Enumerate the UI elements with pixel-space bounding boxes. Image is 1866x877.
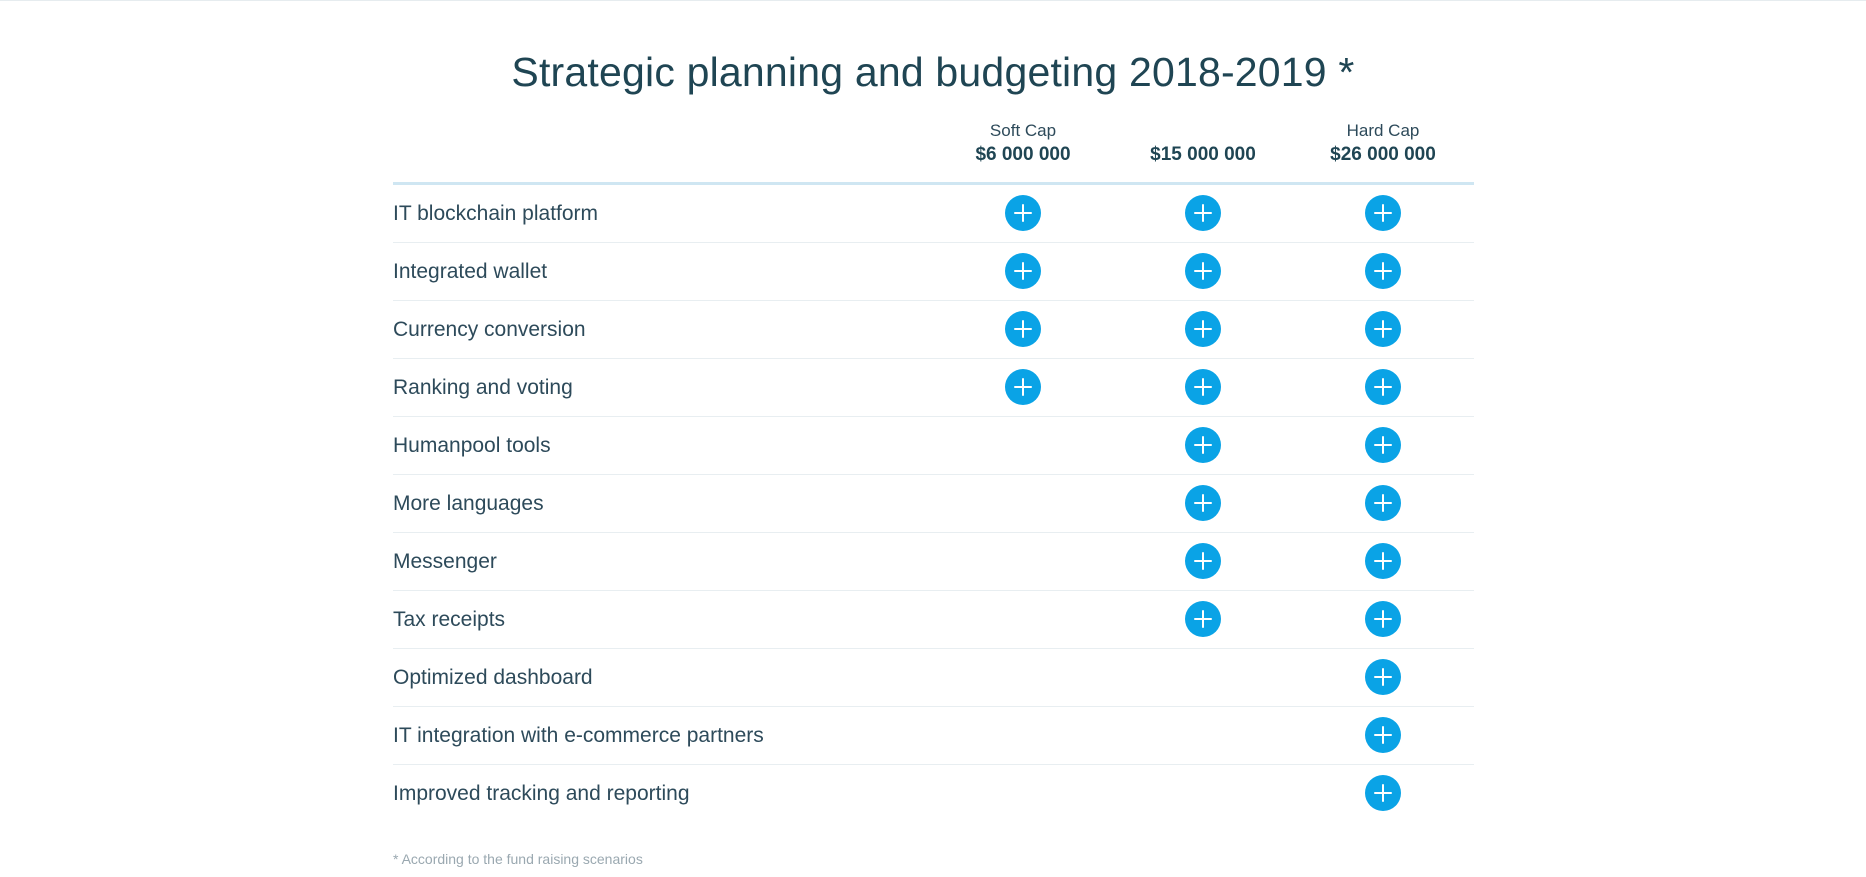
plus-circle-icon <box>1365 195 1401 231</box>
table-row: Currency conversion <box>393 301 1474 359</box>
row-label: IT blockchain platform <box>393 202 599 225</box>
row-label: Messenger <box>393 550 497 573</box>
table-row: Optimized dashboard <box>393 649 1474 707</box>
plus-circle-icon <box>1365 659 1401 695</box>
row-label: Currency conversion <box>393 318 586 341</box>
plus-circle-icon <box>1185 369 1221 405</box>
table-row: Humanpool tools <box>393 417 1474 475</box>
table-body: IT blockchain platform Integrated wallet C… <box>393 185 1474 822</box>
row-label: IT integration with e-commerce partners <box>393 724 764 747</box>
table-row: Messenger <box>393 533 1474 591</box>
plus-circle-icon <box>1365 369 1401 405</box>
plus-circle-icon <box>1365 775 1401 811</box>
table-row: IT blockchain platform <box>393 185 1474 243</box>
plus-circle-icon <box>1005 253 1041 289</box>
table-row: Integrated wallet <box>393 243 1474 301</box>
plus-circle-icon <box>1365 601 1401 637</box>
plus-circle-icon <box>1005 311 1041 347</box>
row-label: Tax receipts <box>393 608 506 631</box>
plus-circle-icon <box>1185 195 1221 231</box>
column-header-soft-cap: Soft Cap $6 000 000 <box>933 120 1113 168</box>
plus-circle-icon <box>1185 253 1221 289</box>
table-header: Soft Cap $6 000 000 $15 000 000 Hard Cap… <box>393 120 1474 185</box>
plus-circle-icon <box>1365 427 1401 463</box>
plus-circle-icon <box>1185 427 1221 463</box>
budget-table: Soft Cap $6 000 000 $15 000 000 Hard Cap… <box>393 120 1474 822</box>
row-label: More languages <box>393 492 544 515</box>
row-label: Integrated wallet <box>393 260 548 283</box>
row-label: Ranking and voting <box>393 376 573 399</box>
plus-circle-icon <box>1365 485 1401 521</box>
table-row: Ranking and voting <box>393 359 1474 417</box>
table-row: Improved tracking and reporting <box>393 765 1474 822</box>
column-cap-amount: $15 000 000 <box>1150 144 1256 165</box>
row-label: Optimized dashboard <box>393 666 593 689</box>
row-label: Improved tracking and reporting <box>393 782 690 805</box>
plus-circle-icon <box>1005 195 1041 231</box>
plus-circle-icon <box>1365 253 1401 289</box>
column-header-middle: $15 000 000 <box>1113 120 1293 168</box>
table-row: IT integration with e-commerce partners <box>393 707 1474 765</box>
row-label: Humanpool tools <box>393 434 551 457</box>
table-row: Tax receipts <box>393 591 1474 649</box>
column-cap-label <box>1113 120 1293 142</box>
table-row: More languages <box>393 475 1474 533</box>
column-cap-amount: $26 000 000 <box>1330 144 1436 165</box>
plus-circle-icon <box>1365 543 1401 579</box>
plus-circle-icon <box>1365 717 1401 753</box>
footnote: * According to the fund raising scenario… <box>393 851 643 867</box>
column-header-hard-cap: Hard Cap $26 000 000 <box>1293 120 1473 168</box>
plus-circle-icon <box>1365 311 1401 347</box>
plus-circle-icon <box>1005 369 1041 405</box>
plus-circle-icon <box>1185 543 1221 579</box>
plus-circle-icon <box>1185 485 1221 521</box>
column-cap-amount: $6 000 000 <box>975 144 1071 165</box>
page-title: Strategic planning and budgeting 2018-20… <box>511 49 1355 96</box>
top-divider <box>0 0 1866 1</box>
plus-circle-icon <box>1185 311 1221 347</box>
column-cap-label: Soft Cap <box>989 121 1057 140</box>
plus-circle-icon <box>1185 601 1221 637</box>
column-cap-label: Hard Cap <box>1346 121 1420 140</box>
